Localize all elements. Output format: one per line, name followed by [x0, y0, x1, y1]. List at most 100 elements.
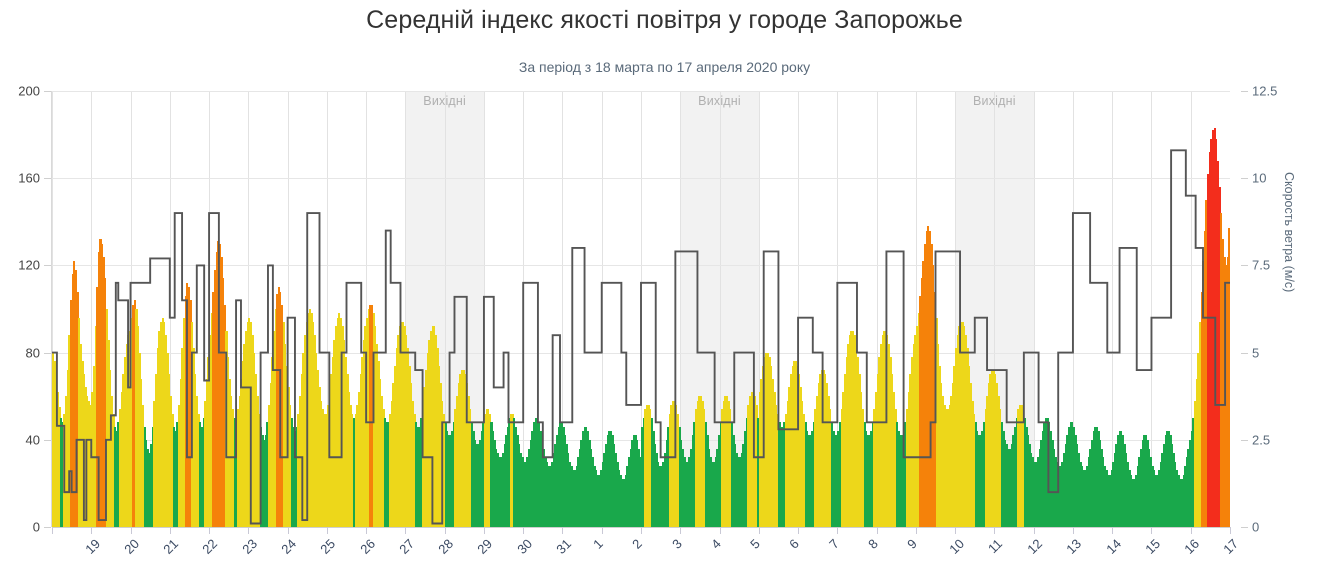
aqi-bar: [328, 391, 331, 527]
aqi-bar: [1068, 426, 1071, 527]
aqi-bar: [313, 335, 316, 527]
aqi-bar: [122, 374, 125, 527]
aqi-bar: [588, 439, 591, 527]
aqi-bar: [235, 418, 238, 527]
aqi-bar: [526, 457, 529, 527]
aqi-bar: [101, 243, 104, 527]
aqi-bar: [647, 404, 650, 527]
aqi-bar: [451, 431, 454, 527]
aqi-bar: [128, 330, 131, 527]
aqi-bar: [842, 391, 845, 527]
aqi-bar: [1074, 435, 1077, 527]
aqi-bar: [991, 370, 994, 527]
aqi-bar: [472, 431, 475, 527]
aqi-bar: [344, 356, 347, 527]
aqi-bar: [331, 356, 334, 527]
aqi-bar: [971, 400, 974, 527]
aqi-bar: [786, 400, 789, 527]
aqi-bar: [287, 387, 290, 527]
aqi-bar: [307, 313, 310, 527]
aqi-bar: [1140, 448, 1143, 527]
aqi-bar: [770, 365, 773, 527]
aqi-bar: [771, 378, 774, 527]
aqi-bar: [791, 365, 794, 527]
aqi-bar: [598, 474, 601, 527]
aqi-bar: [227, 356, 230, 527]
aqi-bar: [367, 309, 370, 527]
weekend-label: Вихідні: [423, 94, 467, 108]
gridline-vertical: [759, 91, 760, 527]
aqi-bar: [1023, 418, 1026, 527]
aqi-bar: [641, 426, 644, 527]
aqi-bar: [321, 409, 325, 527]
aqi-bar: [1202, 261, 1205, 527]
aqi-bar: [269, 383, 272, 527]
aqi-bar: [277, 287, 280, 527]
aqi-bar: [601, 461, 604, 527]
aqi-bar: [861, 409, 864, 527]
aqi-bar: [465, 383, 468, 527]
aqi-bar: [132, 304, 135, 527]
x-axis-tick-label: 5: [747, 536, 763, 552]
aqi-bar: [560, 422, 563, 527]
aqi-bar: [637, 448, 640, 527]
aqi-bar: [112, 413, 115, 527]
aqi-bar: [346, 374, 349, 527]
aqi-bar: [1084, 470, 1087, 527]
aqi-bar: [807, 435, 810, 527]
aqi-bar: [140, 378, 143, 527]
aqi-bar: [371, 304, 374, 527]
aqi-bar: [395, 348, 398, 527]
aqi-bar: [1009, 448, 1012, 527]
aqi-bar: [416, 426, 419, 527]
x-axis-tick-mark: [562, 527, 563, 534]
aqi-bar: [1146, 439, 1149, 527]
aqi-bar: [462, 370, 465, 527]
aqi-bar: [915, 326, 918, 527]
aqi-bar: [956, 335, 959, 527]
aqi-bar: [137, 326, 140, 527]
x-axis-tick-mark: [1151, 527, 1152, 534]
aqi-bar: [1025, 426, 1028, 527]
aqi-bar: [811, 431, 814, 527]
x-axis-tick-mark: [602, 527, 603, 534]
aqi-bar: [542, 448, 545, 527]
aqi-bar: [920, 278, 923, 527]
aqi-bar: [109, 370, 112, 527]
aqi-bar: [498, 457, 501, 527]
aqi-bar: [130, 317, 133, 527]
aqi-bar: [177, 404, 181, 527]
aqi-bar: [593, 465, 596, 527]
x-axis-tick-label: 10: [945, 536, 967, 557]
aqi-bar: [289, 404, 292, 527]
aqi-bar: [524, 461, 527, 527]
aqi-bar: [776, 413, 779, 527]
aqi-bar: [624, 474, 627, 527]
x-axis-tick-label: 14: [1102, 536, 1124, 557]
x-axis-tick-label: 24: [278, 536, 300, 557]
aqi-bar: [727, 400, 730, 527]
aqi-bar: [1182, 474, 1185, 527]
aqi-bar: [732, 435, 735, 527]
aqi-bar: [1156, 474, 1159, 527]
x-axis-tick-label: 31: [553, 536, 574, 557]
aqi-bar: [385, 422, 388, 527]
x-axis-tick-label: 19: [81, 536, 103, 557]
aqi-bar: [295, 426, 298, 527]
aqi-bar: [1192, 418, 1195, 527]
aqi-bar: [89, 404, 92, 527]
aqi-bar: [1212, 130, 1215, 527]
aqi-bar: [907, 391, 910, 527]
aqi-bar: [541, 439, 544, 527]
aqi-bar: [119, 409, 122, 527]
aqi-bar: [1066, 435, 1069, 527]
aqi-bar: [1228, 228, 1230, 527]
aqi-bar: [374, 326, 377, 527]
aqi-bar: [243, 343, 246, 527]
aqi-bar: [91, 391, 94, 527]
aqi-bar: [696, 400, 699, 527]
aqi-bar: [1069, 422, 1072, 527]
gridline-horizontal: [52, 91, 1230, 92]
aqi-bar: [187, 287, 190, 527]
aqi-bar: [989, 374, 992, 527]
